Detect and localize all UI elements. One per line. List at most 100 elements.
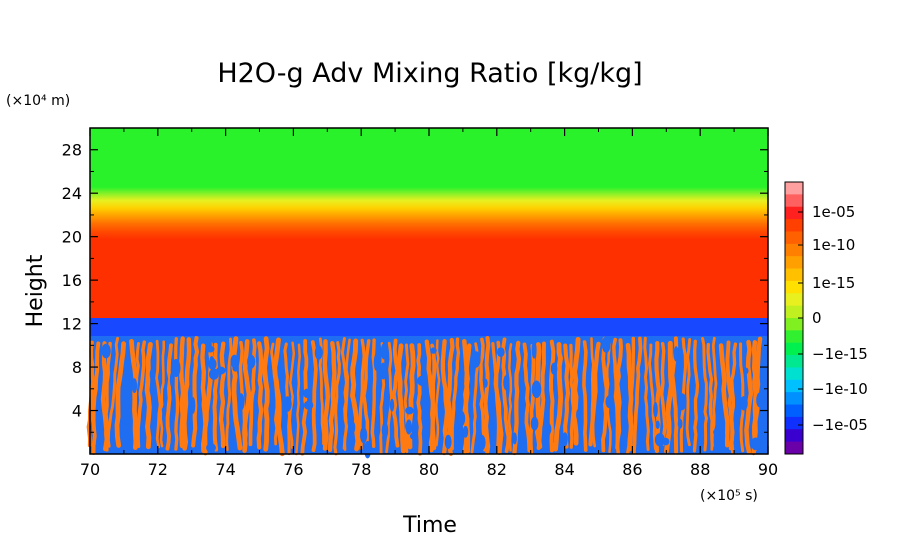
colorbar-swatch — [785, 367, 803, 381]
colorbar-swatch — [785, 404, 803, 418]
blue-patch — [542, 421, 552, 437]
blue-patch — [237, 393, 245, 411]
blue-patch — [191, 397, 196, 414]
orange-stripe — [343, 338, 351, 451]
orange-stripe — [588, 341, 601, 447]
colorbar-swatch — [785, 392, 803, 405]
blue-patch — [380, 343, 387, 360]
blue-patch — [662, 437, 670, 446]
blue-patch — [161, 406, 166, 414]
blue-band — [90, 318, 768, 336]
orange-stripe — [133, 341, 140, 450]
orange-stripe — [272, 337, 285, 457]
colorbar-swatch — [785, 293, 803, 307]
blue-patch — [131, 378, 138, 393]
blue-patch — [360, 427, 368, 444]
orange-stripe — [648, 343, 657, 451]
orange-stripe — [654, 341, 661, 454]
y-tick-label: 24 — [62, 184, 82, 203]
blue-patch — [430, 347, 437, 354]
colorbar-swatch — [785, 441, 803, 455]
orange-stripe — [632, 336, 643, 455]
colorbar-swatch — [785, 219, 803, 232]
plot-area — [86, 127, 769, 459]
colorbar-swatch — [785, 231, 803, 245]
orange-stripe — [288, 341, 296, 449]
x-unit-label: (×10⁵ s) — [700, 488, 758, 504]
x-tick-label: 74 — [215, 460, 235, 479]
blue-patch — [512, 432, 517, 445]
y-tick-label: 28 — [62, 141, 82, 160]
orange-stripe — [225, 337, 233, 452]
blue-patch — [303, 400, 314, 410]
orange-stripe — [248, 338, 257, 447]
x-tick-label: 86 — [622, 460, 642, 479]
x-tick-label: 78 — [351, 460, 371, 479]
y-axis-label: Height — [23, 254, 48, 327]
blue-patch — [497, 347, 505, 357]
orange-stripe — [729, 342, 738, 455]
blue-patch — [531, 340, 537, 359]
blue-patch — [562, 432, 568, 447]
y-tick-label: 20 — [62, 228, 82, 247]
orange-stripe — [218, 341, 226, 449]
colorbar-swatch — [785, 268, 803, 282]
y-tick-label: 12 — [62, 315, 82, 334]
orange-stripe — [718, 343, 730, 448]
blue-patch — [206, 443, 216, 453]
blue-patch — [457, 427, 463, 439]
blue-patch — [444, 434, 452, 449]
blue-patch — [171, 359, 181, 377]
chart-title: H2O-g Adv Mixing Ratio [kg/kg] — [217, 58, 642, 89]
orange-stripe — [605, 343, 612, 454]
orange-stripe — [528, 344, 536, 455]
blue-patch — [673, 346, 679, 362]
blue-patch — [169, 371, 175, 388]
orange-stripe — [174, 337, 180, 451]
orange-stripe — [536, 341, 546, 450]
colorbar-tick-label: 1e-05 — [812, 203, 855, 221]
blue-patch — [149, 367, 156, 382]
colorbar-swatch — [785, 243, 803, 257]
blue-patch — [314, 345, 323, 360]
orange-stripe — [391, 338, 400, 448]
blue-patch — [462, 425, 469, 438]
colorbar-swatch — [785, 342, 803, 356]
blue-patch — [247, 354, 256, 369]
colorbar-tick-label: −1e-10 — [812, 380, 868, 398]
orange-stripe — [182, 337, 192, 451]
orange-stripe — [751, 336, 763, 456]
orange-stripe — [370, 338, 377, 448]
colorbar-tick-label: 1e-10 — [812, 236, 855, 254]
orange-stripe — [450, 337, 461, 451]
orange-stripe — [403, 343, 410, 453]
orange-stripe — [256, 341, 264, 450]
x-tick-label: 88 — [690, 460, 710, 479]
orange-stripe — [701, 337, 708, 452]
blue-patch — [655, 420, 660, 429]
orange-stripe — [106, 336, 120, 448]
orange-stripe — [396, 343, 406, 454]
orange-stripe — [114, 341, 126, 448]
blue-patch — [720, 429, 726, 443]
orange-stripe — [159, 340, 165, 448]
y-tick-label: 8 — [72, 358, 82, 377]
blue-patch — [373, 353, 379, 371]
orange-stripe — [104, 341, 112, 452]
orange-stripe — [429, 343, 437, 450]
blue-patch — [350, 421, 356, 434]
orange-stripe — [333, 341, 341, 456]
orange-stripe — [435, 339, 441, 447]
orange-stripe — [494, 340, 504, 454]
orange-stripe — [553, 342, 564, 452]
orange-stripe — [522, 342, 532, 453]
x-tick-label: 84 — [554, 460, 574, 479]
orange-stripe — [582, 340, 588, 452]
colorbar-tick-label: −1e-15 — [812, 345, 868, 363]
blue-patch — [457, 410, 466, 427]
blue-patch — [478, 434, 486, 451]
orange-stripe — [744, 339, 754, 455]
colorbar-swatch — [785, 182, 803, 195]
colorbar-swatch — [785, 429, 803, 443]
orange-stripe — [350, 338, 361, 452]
